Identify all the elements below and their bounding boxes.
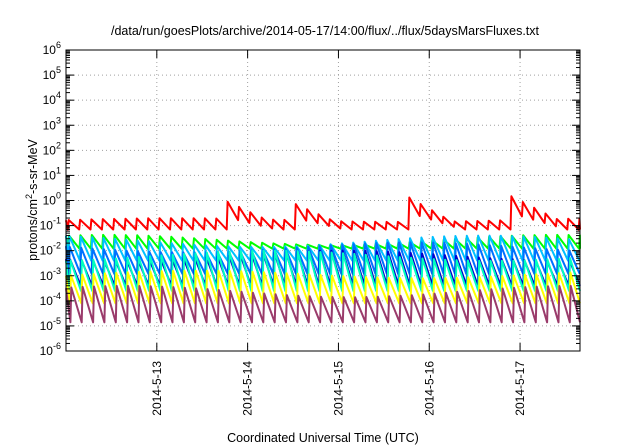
y-tick-base: 10	[40, 344, 54, 358]
x-tick-label: 2014-5-13	[150, 361, 164, 416]
y-tick-exponent: -5	[53, 316, 61, 326]
y-tick-label: 101	[43, 165, 61, 182]
x-tick-labels: 2014-5-13 2014-5-14 2014-5-15 2014-5-16 2014…	[150, 361, 527, 416]
y-tick-exponent: 5	[56, 65, 61, 75]
x-tick-label: 2014-5-15	[331, 361, 345, 416]
x-axis-label: Coordinated Universal Time (UTC)	[227, 431, 419, 445]
y-tick-base: 10	[43, 118, 57, 132]
y-tick-label: 10-3	[40, 266, 61, 283]
chart-title: /data/run/goesPlots/archive/2014-05-17/1…	[111, 24, 540, 38]
y-tick-exponent: -1	[53, 216, 61, 226]
y-tick-base: 10	[40, 294, 54, 308]
y-tick-label: 102	[43, 140, 61, 157]
y-tick-label: 10-1	[40, 216, 61, 233]
y-tick-base: 10	[43, 168, 57, 182]
y-tick-label: 10-6	[40, 341, 61, 358]
series-line-1	[65, 195, 581, 231]
y-tick-exponent: 4	[56, 90, 61, 100]
y-axis-label-pre: protons/cm	[26, 199, 40, 261]
series-lines	[65, 195, 581, 324]
y-axis-label: protons/cm2-s-sr-MeV	[24, 138, 40, 260]
y-tick-labels: 10-610-510-410-310-210-11001011021031041…	[40, 40, 61, 358]
x-tick-label: 2014-5-17	[513, 361, 527, 416]
y-tick-exponent: -2	[53, 241, 61, 251]
y-tick-base: 10	[43, 68, 57, 82]
y-tick-exponent: 2	[56, 140, 61, 150]
y-tick-exponent: -4	[53, 291, 61, 301]
y-tick-base: 10	[40, 244, 54, 258]
y-tick-exponent: -6	[53, 341, 61, 351]
y-tick-label: 10-2	[40, 241, 61, 258]
y-tick-label: 105	[43, 65, 61, 82]
y-axis-label-sup: 2	[24, 194, 34, 199]
y-tick-base: 10	[43, 194, 57, 208]
y-tick-label: 10-4	[40, 291, 61, 308]
y-tick-exponent: 6	[56, 40, 61, 50]
y-tick-base: 10	[40, 319, 54, 333]
y-tick-base: 10	[40, 269, 54, 283]
y-tick-exponent: -3	[53, 266, 61, 276]
y-tick-label: 100	[43, 191, 61, 208]
y-tick-label: 104	[43, 90, 61, 107]
x-tick-label: 2014-5-14	[241, 361, 255, 416]
y-tick-exponent: 0	[56, 191, 61, 201]
x-tick-label: 2014-5-16	[422, 361, 436, 416]
y-tick-base: 10	[40, 219, 54, 233]
y-tick-label: 103	[43, 115, 61, 132]
y-tick-label: 10-5	[40, 316, 61, 333]
y-tick-exponent: 1	[56, 165, 61, 175]
y-tick-exponent: 3	[56, 115, 61, 125]
y-tick-base: 10	[43, 143, 57, 157]
y-axis-label-post: -s-sr-MeV	[26, 138, 40, 194]
y-tick-base: 10	[43, 93, 57, 107]
y-tick-base: 10	[43, 43, 57, 57]
y-tick-label: 106	[43, 40, 61, 57]
axis-ticks	[66, 49, 580, 352]
series-line-8	[65, 284, 581, 324]
